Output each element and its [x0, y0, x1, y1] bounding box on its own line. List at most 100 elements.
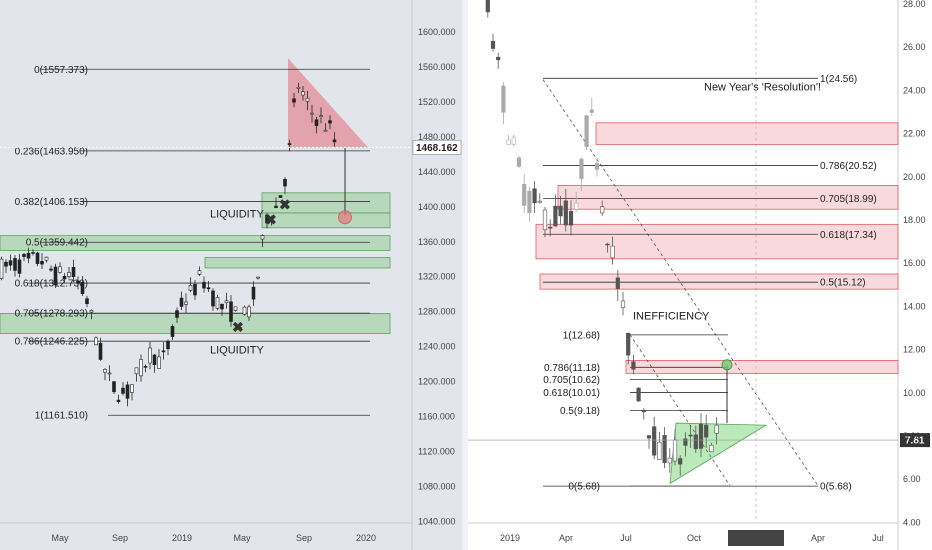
candle-body — [202, 281, 206, 289]
x-axis-tick: Jul — [620, 533, 632, 543]
candle-body — [31, 252, 35, 254]
y-axis-tick: 1600.000 — [418, 27, 456, 37]
candle-body — [542, 209, 548, 230]
candle-body — [256, 276, 260, 279]
fib-label: 0(5.68) — [820, 482, 852, 493]
candle-body — [53, 266, 58, 286]
candle-body — [184, 301, 188, 305]
candle-body — [44, 256, 49, 261]
y-axis-tick: 1560.000 — [418, 62, 456, 72]
y-axis-tick: 1040.000 — [418, 516, 456, 526]
y-axis-tick: 4.00 — [903, 517, 921, 527]
candle-body — [589, 109, 594, 113]
liquidity-label: LIQUIDITY — [210, 208, 264, 220]
candle-body — [490, 41, 496, 49]
fib-label: 0.5(15.12) — [820, 278, 866, 289]
candle-body — [574, 202, 579, 210]
fib-label: 0.786(11.18) — [544, 363, 600, 374]
candle-body — [314, 119, 319, 126]
candle-body — [296, 86, 301, 89]
candle-body — [94, 337, 98, 346]
candle-body — [98, 342, 103, 360]
candle-body — [76, 280, 80, 284]
fib-label: 1(12.68) — [563, 330, 600, 341]
y-axis-tick: 12.00 — [903, 345, 926, 355]
right-zone-red — [535, 223, 899, 260]
x-axis-tick: 06 Jan '20 — [735, 533, 776, 543]
candle-body — [522, 184, 527, 206]
candle-body — [26, 252, 31, 259]
candle-body — [224, 300, 229, 304]
current-price-tag — [412, 140, 462, 155]
candle-body — [49, 268, 53, 271]
candle-body — [615, 277, 620, 289]
trendline-upper — [542, 79, 819, 486]
candle-body — [229, 301, 233, 322]
y-axis-tick: 1160.000 — [418, 412, 455, 422]
candle-body — [166, 341, 170, 350]
candle-body — [125, 384, 130, 399]
y-axis-tick: 1520.000 — [418, 97, 456, 107]
candle-body — [646, 435, 652, 439]
left-chart-panel[interactable]: 0(1557.373) 0.236(1463.950) 0.382(1406.153… — [0, 0, 462, 550]
candle-body — [568, 211, 574, 226]
y-axis-tick: 14.00 — [903, 301, 926, 311]
fib-label: 0.705(18.99) — [820, 194, 877, 205]
candle-body — [532, 188, 537, 204]
candle-body — [506, 139, 511, 145]
candle-body — [688, 434, 693, 437]
candle-body — [152, 354, 157, 366]
candle-body — [89, 310, 94, 313]
candle-body — [620, 300, 626, 308]
x-marker: ✖ — [265, 211, 277, 227]
candle-body — [714, 424, 719, 434]
candle-body — [35, 252, 40, 264]
candle-body — [193, 284, 197, 296]
candle-body — [563, 200, 568, 226]
candle-body — [636, 387, 641, 402]
y-axis-tick: 10.00 — [903, 388, 926, 398]
y-axis-tick: 20.00 — [903, 172, 926, 182]
candle-body — [328, 120, 332, 124]
candle-body — [278, 195, 283, 198]
left-zone-green — [204, 257, 391, 269]
candle-body — [496, 56, 501, 61]
fib-label: 0.382(1406.153) — [15, 197, 88, 208]
candle-body — [652, 426, 657, 456]
fib-label: 0.786(1246.225) — [15, 337, 88, 348]
candle-body — [220, 303, 224, 310]
candle-body — [287, 143, 292, 145]
candle-body — [709, 444, 714, 453]
candle-body — [310, 112, 314, 115]
panel-divider[interactable] — [462, 0, 468, 550]
x-axis-tick: 2020 — [356, 533, 376, 543]
candle-body — [157, 356, 161, 369]
candle-body — [672, 439, 678, 462]
current-price-value: 1468.162 — [416, 143, 458, 154]
candle-body — [269, 217, 274, 221]
candle-body — [85, 298, 89, 304]
candle-body — [667, 457, 672, 464]
y-axis-tick: 22.00 — [903, 129, 926, 139]
candle-body — [8, 260, 13, 266]
y-axis-tick: 26.00 — [903, 42, 926, 52]
y-axis-tick: 1080.000 — [418, 481, 456, 491]
candle-body — [537, 200, 542, 203]
candle-body — [175, 310, 179, 318]
candle-body — [657, 441, 662, 460]
left-chart-svg: 0(1557.373) 0.236(1463.950) 0.382(1406.153… — [0, 0, 462, 550]
fib-label: 0.786(20.52) — [820, 161, 877, 172]
candle-body — [511, 136, 516, 145]
target-circle — [721, 359, 733, 371]
fib-label: 0.618(10.01) — [543, 388, 600, 399]
annotation-inefficiency: INEFFICIENCY — [633, 310, 710, 322]
date-tag-bg — [728, 530, 784, 546]
candle-body — [485, 0, 490, 13]
right-chart-panel[interactable]: 1(24.56) 0.786(20.52) 0.705(18.99) 0.618(17… — [468, 0, 932, 550]
x-axis-tick: Apr — [559, 533, 573, 543]
candle-body — [139, 359, 143, 377]
candle-body — [553, 205, 558, 227]
candle-body — [579, 158, 584, 179]
candle-body — [594, 163, 600, 170]
